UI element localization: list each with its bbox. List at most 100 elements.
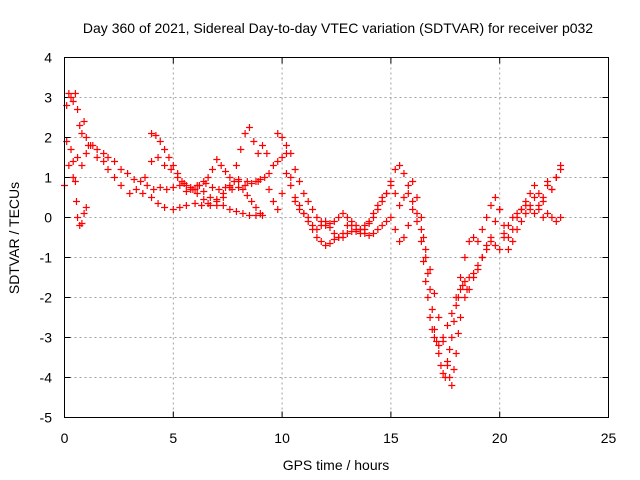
data-point [161, 162, 169, 169]
data-point [509, 238, 517, 245]
data-point [235, 184, 243, 191]
data-point [259, 212, 267, 219]
data-point [391, 226, 399, 233]
data-point [383, 218, 391, 225]
data-point [296, 178, 304, 185]
data-point [117, 166, 125, 173]
data-point [180, 180, 188, 187]
data-point [206, 194, 214, 201]
data-point [461, 278, 469, 285]
data-point [226, 206, 234, 213]
data-point [352, 228, 360, 235]
data-point [361, 226, 369, 233]
data-point [182, 188, 190, 195]
series-track-7 [265, 150, 565, 381]
data-point [193, 182, 201, 189]
data-point [243, 192, 251, 199]
data-point [265, 186, 273, 193]
data-point [296, 206, 304, 213]
data-point [426, 286, 434, 293]
data-point [428, 326, 436, 333]
data-point [198, 202, 206, 209]
data-point [313, 214, 321, 221]
data-point [278, 134, 286, 141]
data-point [261, 174, 269, 181]
series-track-9 [274, 130, 565, 349]
data-point [139, 190, 147, 197]
data-point [74, 154, 82, 161]
data-point [69, 98, 77, 105]
data-point [322, 242, 330, 249]
data-point [487, 234, 495, 241]
data-point [65, 162, 73, 169]
data-point [450, 366, 458, 373]
data-point [71, 178, 79, 185]
data-point [222, 184, 230, 191]
data-point [420, 258, 428, 265]
data-point [420, 234, 428, 241]
data-point [339, 210, 347, 217]
data-point [504, 246, 512, 253]
data-point [356, 230, 364, 237]
data-point [143, 182, 151, 189]
data-point [317, 238, 325, 245]
data-point [313, 226, 321, 233]
data-point [439, 334, 447, 341]
data-point [491, 242, 499, 249]
data-point [557, 166, 565, 173]
data-point [291, 166, 299, 173]
data-point [369, 230, 377, 237]
data-point [309, 206, 317, 213]
data-point [204, 174, 212, 181]
data-point [335, 234, 343, 241]
data-point [491, 218, 499, 225]
data-point [187, 184, 195, 191]
data-point [457, 314, 465, 321]
data-point [326, 240, 334, 247]
data-point [206, 202, 214, 209]
data-point [169, 206, 177, 213]
data-point [154, 200, 162, 207]
data-point [263, 150, 271, 157]
data-point [243, 178, 251, 185]
data-point [89, 142, 97, 149]
data-point [422, 254, 430, 261]
data-point [156, 138, 164, 145]
data-point [226, 174, 234, 181]
data-point [228, 186, 236, 193]
data-point [526, 190, 534, 197]
y-tick-label: 1 [44, 170, 52, 186]
data-point [435, 342, 443, 349]
data-point [161, 146, 169, 153]
data-point [100, 158, 108, 165]
y-tick-label: -5 [40, 410, 53, 426]
data-point [287, 174, 295, 181]
data-point [552, 174, 560, 181]
data-point [461, 294, 469, 301]
data-point [535, 190, 543, 197]
data-point [269, 162, 277, 169]
data-point [552, 218, 560, 225]
data-point [487, 202, 495, 209]
data-point [433, 338, 441, 345]
data-point [117, 182, 125, 189]
data-point [404, 190, 412, 197]
data-point [74, 214, 82, 221]
data-point [235, 176, 243, 183]
y-tick-label: -1 [40, 250, 53, 266]
data-point [522, 210, 530, 217]
data-point [274, 206, 282, 213]
data-point [400, 234, 408, 241]
data-point [274, 130, 282, 137]
data-point [182, 202, 190, 209]
data-point [365, 220, 373, 227]
data-point [322, 222, 330, 229]
data-point [413, 218, 421, 225]
data-point [65, 90, 73, 97]
data-point [78, 130, 86, 137]
data-point [67, 94, 75, 101]
data-point [424, 294, 432, 301]
data-point [378, 198, 386, 205]
data-point [535, 202, 543, 209]
data-point [378, 222, 386, 229]
